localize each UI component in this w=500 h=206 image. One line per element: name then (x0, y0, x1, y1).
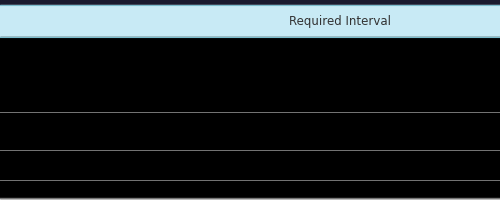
Bar (0, 180, 500, 198)
Bar (0, 38, 500, 112)
Text: Required Interval: Required Interval (289, 15, 391, 28)
Bar (0, 112, 500, 150)
Bar (0, 150, 500, 180)
Bar (0, 6, 500, 38)
Bar (0, 0, 500, 6)
